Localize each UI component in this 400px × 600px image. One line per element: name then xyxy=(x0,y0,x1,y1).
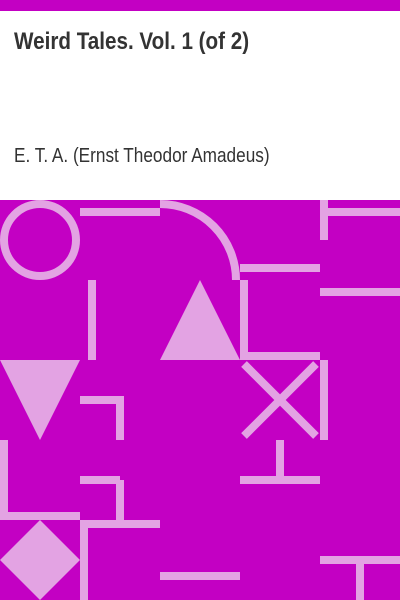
cover-pattern xyxy=(0,200,400,600)
triangle-down xyxy=(0,360,80,440)
book-title: Weird Tales. Vol. 1 (of 2) xyxy=(14,28,250,55)
bar-h-6 xyxy=(80,396,120,404)
arc xyxy=(159,200,240,281)
bar-h-8 xyxy=(80,476,120,484)
bar-v-6 xyxy=(0,440,8,520)
bar-v-4 xyxy=(320,360,328,440)
book-author: E. T. A. (Ernst Theodor Amadeus) xyxy=(14,145,270,167)
bar-h-1 xyxy=(80,208,160,216)
bar-v-7 xyxy=(276,440,284,480)
bar-v-2 xyxy=(88,280,96,360)
cross-2 xyxy=(241,361,319,439)
bar-v-10 xyxy=(356,560,364,600)
bar-h-9 xyxy=(0,512,80,520)
bar-v-5 xyxy=(116,396,124,440)
bar-h-3 xyxy=(240,264,320,272)
bar-v-9 xyxy=(80,520,88,600)
cover-header: Weird Tales. Vol. 1 (of 2) E. T. A. (Ern… xyxy=(0,0,400,200)
bar-v-3 xyxy=(240,280,248,360)
bar-h-5 xyxy=(240,352,320,360)
bar-h-11 xyxy=(160,572,240,580)
top-accent-bar xyxy=(0,0,400,11)
bar-v-1 xyxy=(320,200,328,240)
ring xyxy=(0,200,80,280)
bar-h-2 xyxy=(320,208,400,216)
bar-h-4 xyxy=(320,288,400,296)
triangle-up xyxy=(160,280,240,360)
diamond xyxy=(0,520,80,600)
bar-v-8 xyxy=(116,480,124,524)
